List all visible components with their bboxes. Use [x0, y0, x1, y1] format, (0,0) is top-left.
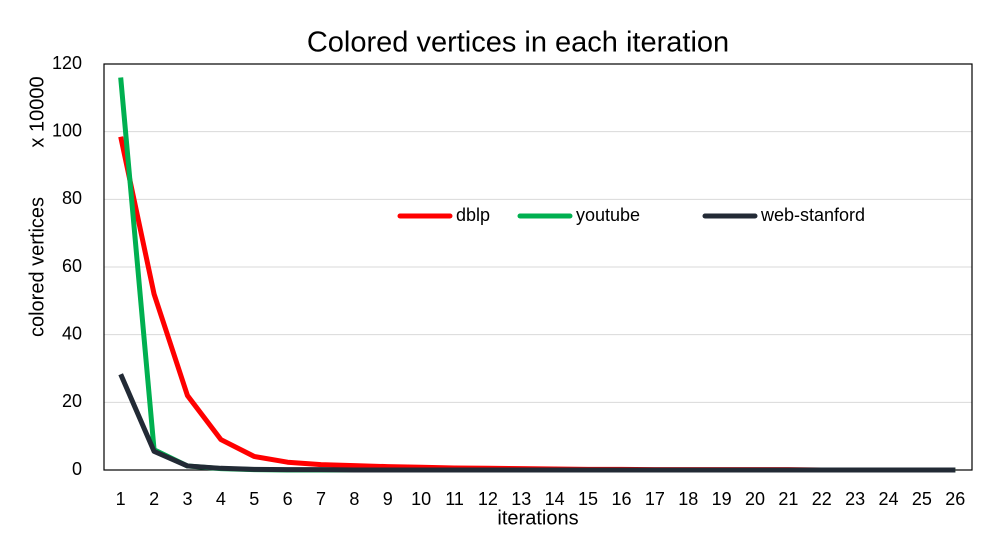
- x-tick-label: 8: [349, 489, 359, 509]
- x-tick-label: 5: [249, 489, 259, 509]
- y-tick-label: 60: [62, 256, 82, 276]
- x-tick-label: 6: [283, 489, 293, 509]
- y-tick-label: 80: [62, 188, 82, 208]
- x-tick-label: 22: [812, 489, 832, 509]
- x-tick-label: 23: [845, 489, 865, 509]
- x-tick-label: 4: [216, 489, 226, 509]
- x-tick-label: 25: [912, 489, 932, 509]
- x-tick-label: 18: [678, 489, 698, 509]
- y-axis-label: colored vertices: [26, 197, 48, 337]
- x-tick-label: 13: [511, 489, 531, 509]
- y-tick-label: 0: [72, 459, 82, 479]
- x-tick-label: 24: [879, 489, 899, 509]
- y-tick-label: 120: [52, 53, 82, 73]
- y-tick-label: 40: [62, 323, 82, 343]
- x-tick-label: 17: [645, 489, 665, 509]
- x-tick-label: 3: [182, 489, 192, 509]
- x-tick-label: 15: [578, 489, 598, 509]
- x-tick-label: 9: [383, 489, 393, 509]
- x-axis-label: iterations: [497, 507, 578, 529]
- x-tick-label: 26: [945, 489, 965, 509]
- x-tick-label: 11: [445, 489, 464, 509]
- chart-title: Colored vertices in each iteration: [307, 27, 729, 59]
- x-tick-label: 7: [316, 489, 326, 509]
- legend-label: dblp: [456, 205, 490, 225]
- x-tick-label: 16: [611, 489, 631, 509]
- y-tick-label: 20: [62, 391, 82, 411]
- x-tick-label: 21: [778, 489, 798, 509]
- x-tick-label: 19: [712, 489, 732, 509]
- x-tick-label: 2: [149, 489, 159, 509]
- x-tick-label: 20: [745, 489, 765, 509]
- x-tick-label: 1: [116, 489, 126, 509]
- x-tick-label: 10: [411, 489, 431, 509]
- line-series: [118, 373, 956, 473]
- legend-label: youtube: [576, 205, 640, 225]
- x-tick-label: 14: [545, 489, 565, 509]
- y-axis-unit: x 10000: [26, 76, 48, 147]
- legend-label: web-stanford: [760, 205, 865, 225]
- y-tick-label: 100: [52, 120, 82, 140]
- x-tick-label: 12: [478, 489, 498, 509]
